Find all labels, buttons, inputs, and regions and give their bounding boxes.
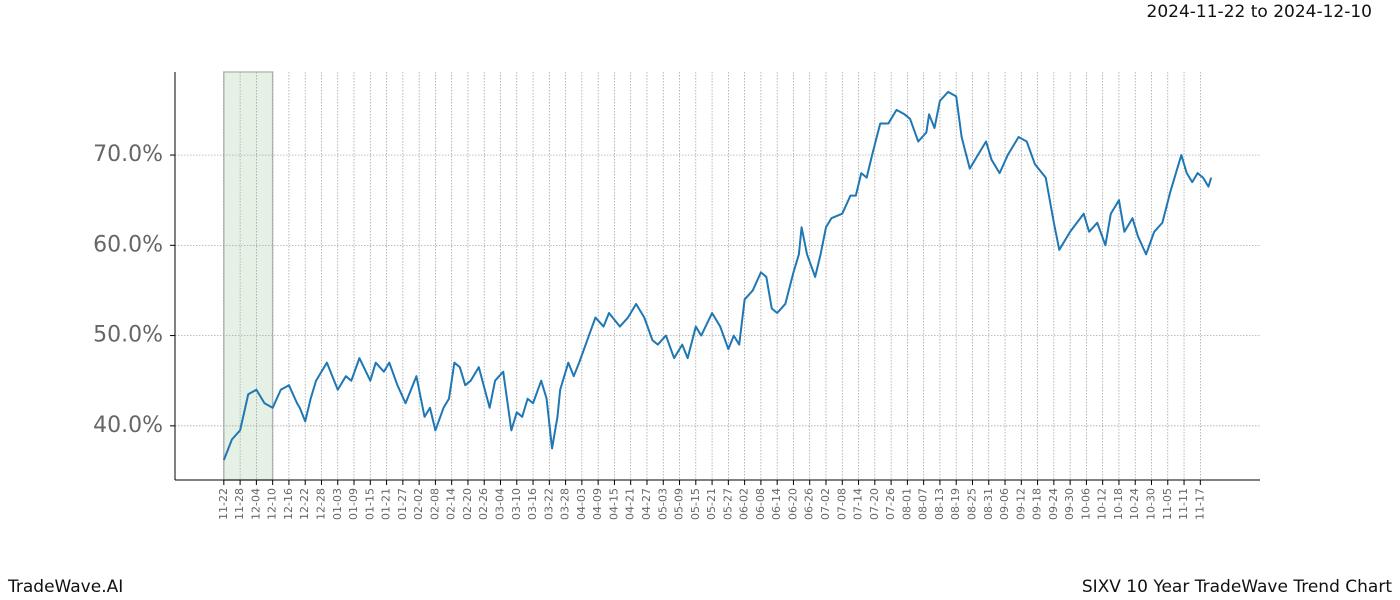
x-tick-label: 02-02 (412, 488, 425, 520)
x-tick-label: 10-18 (1112, 488, 1125, 520)
x-tick-label: 07-20 (868, 488, 881, 520)
x-tick-label: 07-08 (835, 488, 848, 520)
x-tick-label: 05-03 (656, 488, 669, 520)
x-tick-label: 02-14 (445, 488, 458, 520)
x-tick-label: 06-20 (786, 488, 799, 520)
x-tick-label: 08-25 (965, 488, 978, 520)
x-tick-label: 11-05 (1161, 488, 1174, 520)
y-tick-label: 70.0% (93, 142, 163, 167)
x-tick-label: 02-08 (428, 488, 441, 520)
chart-caption: SIXV 10 Year TradeWave Trend Chart (1082, 577, 1393, 597)
x-tick-label: 09-24 (1047, 488, 1060, 520)
x-tick-label: 12-22 (298, 488, 311, 520)
x-tick-label: 01-21 (380, 488, 393, 520)
x-tick-label: 06-14 (770, 488, 783, 520)
x-tick-label: 06-08 (754, 488, 767, 520)
x-tick-label: 03-22 (542, 488, 555, 520)
x-tick-label: 11-22 (217, 488, 230, 520)
x-tick-label: 04-03 (575, 488, 588, 520)
x-tick-label: 05-09 (673, 488, 686, 520)
x-tick-label: 08-07 (917, 488, 930, 520)
x-tick-label: 07-02 (819, 488, 832, 520)
x-tick-label: 05-15 (689, 488, 702, 520)
x-tick-label: 03-04 (494, 488, 507, 520)
x-tick-label: 03-28 (559, 488, 572, 520)
x-tick-label: 12-28 (314, 488, 327, 520)
x-tick-label: 04-09 (591, 488, 604, 520)
x-tick-label: 06-02 (738, 488, 751, 520)
x-tick-label: 02-20 (461, 488, 474, 520)
x-tick-label: 07-26 (884, 488, 897, 520)
x-tick-label: 09-12 (1014, 488, 1027, 520)
x-tick-label: 06-26 (803, 488, 816, 520)
x-tick-label: 10-24 (1128, 488, 1141, 520)
x-tick-label: 09-06 (998, 488, 1011, 520)
x-tick-label: 11-17 (1193, 488, 1206, 520)
x-tick-label: 10-06 (1079, 488, 1092, 520)
x-tick-label: 09-18 (1031, 488, 1044, 520)
x-tick-label: 03-16 (526, 488, 539, 520)
y-tick-label: 50.0% (93, 323, 163, 348)
x-tick-label: 11-28 (233, 488, 246, 520)
x-tick-label: 10-12 (1096, 488, 1109, 520)
x-tick-label: 08-01 (900, 488, 913, 520)
x-tick-label: 08-19 (949, 488, 962, 520)
x-tick-label: 12-16 (282, 488, 295, 520)
x-tick-label: 07-14 (852, 488, 865, 520)
chart-title: 2024-11-22 to 2024-12-10 (1147, 2, 1372, 22)
y-tick-label: 40.0% (93, 413, 163, 438)
x-tick-label: 12-10 (266, 488, 279, 520)
x-tick-label: 08-13 (933, 488, 946, 520)
x-tick-label: 03-10 (510, 488, 523, 520)
x-tick-label: 01-15 (363, 488, 376, 520)
x-tick-label: 09-30 (1063, 488, 1076, 520)
x-tick-label: 04-27 (640, 488, 653, 520)
x-tick-label: 08-31 (982, 488, 995, 520)
x-tick-label: 05-21 (705, 488, 718, 520)
brand: TradeWave.AI (7, 577, 123, 597)
x-tick-label: 01-27 (396, 488, 409, 520)
x-tick-label: 01-03 (331, 488, 344, 520)
x-tick-label: 04-21 (624, 488, 637, 520)
x-tick-label: 11-11 (1177, 488, 1190, 520)
trend-line (222, 90, 1213, 461)
y-tick-label: 60.0% (93, 232, 163, 257)
x-tick-label: 02-26 (477, 488, 490, 520)
x-tick-label: 10-30 (1145, 488, 1158, 520)
highlight-span (223, 71, 274, 481)
x-tick-label: 05-27 (721, 488, 734, 520)
x-tick-label: 01-09 (347, 488, 360, 520)
x-tick-label: 12-04 (249, 488, 262, 520)
x-tick-label: 04-15 (607, 488, 620, 520)
